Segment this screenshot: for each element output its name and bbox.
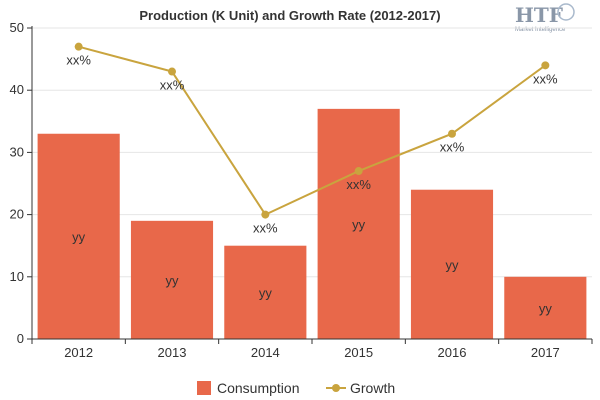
growth-label-2012: xx%: [66, 53, 91, 68]
y-tick-label: 40: [10, 82, 24, 97]
y-tick-label: 30: [10, 144, 24, 159]
growth-point-2013: [168, 67, 176, 76]
legend: Consumption Growth: [197, 380, 395, 396]
x-tick-label: 2012: [64, 345, 93, 360]
bar-2016: [410, 189, 494, 339]
growth-line: [78, 45, 546, 216]
growth-label-2013: xx%: [160, 78, 185, 93]
growth-point-2014: [261, 210, 270, 219]
y-tick-label: 0: [17, 331, 24, 346]
y-tick-label: 50: [10, 20, 24, 35]
legend-growth-marker: [332, 384, 340, 392]
y-tick-label: 10: [10, 269, 24, 284]
growth-label-2015: xx%: [346, 177, 371, 192]
bar-series: yy yy yy yy yy yy: [37, 108, 587, 339]
x-axis: 2012 2013 2014 2015 2016 2017: [31, 338, 593, 360]
legend-growth-label: Growth: [350, 380, 395, 396]
bar-2017: [504, 276, 587, 339]
bar-label-2014: yy: [259, 285, 273, 300]
y-tick-label: 20: [10, 207, 24, 222]
growth-point-2016: [448, 129, 456, 138]
growth-label-2017: xx%: [533, 71, 558, 86]
globe-icon: [557, 3, 575, 21]
x-tick-label: 2015: [344, 345, 373, 360]
x-tick-label: 2017: [531, 345, 560, 360]
htf-logo: HTF Market Intelligence: [515, 3, 575, 33]
growth-label-2016: xx%: [440, 140, 465, 155]
bar-2012: [37, 133, 120, 339]
x-tick-label: 2014: [251, 345, 280, 360]
bar-label-2013: yy: [166, 273, 180, 288]
gridlines: [32, 27, 592, 278]
bar-label-2016: yy: [446, 257, 460, 272]
x-tick-label: 2013: [158, 345, 187, 360]
growth-point-2017: [541, 61, 550, 70]
growth-label-2014: xx%: [253, 221, 278, 236]
growth-point-2012: [74, 42, 83, 51]
bar-label-2017: yy: [539, 301, 553, 316]
legend-consumption-swatch: [197, 381, 211, 395]
bar-2014: [224, 245, 307, 339]
x-tick-label: 2016: [438, 345, 467, 360]
logo-subtitle: Market Intelligence: [515, 27, 566, 33]
chart-title: Production (K Unit) and Growth Rate (201…: [139, 8, 440, 23]
bar-2015: [317, 108, 400, 339]
bar-2013: [130, 220, 214, 339]
legend-consumption-label: Consumption: [217, 380, 300, 396]
line-series: xx% xx% xx% xx% xx% xx%: [66, 42, 558, 236]
bar-label-2015: yy: [352, 217, 366, 232]
y-axis: 0 10 20 30 40 50: [10, 20, 33, 346]
growth-point-2015: [354, 167, 363, 176]
logo-text: HTF: [515, 3, 563, 27]
bar-label-2012: yy: [72, 229, 86, 244]
